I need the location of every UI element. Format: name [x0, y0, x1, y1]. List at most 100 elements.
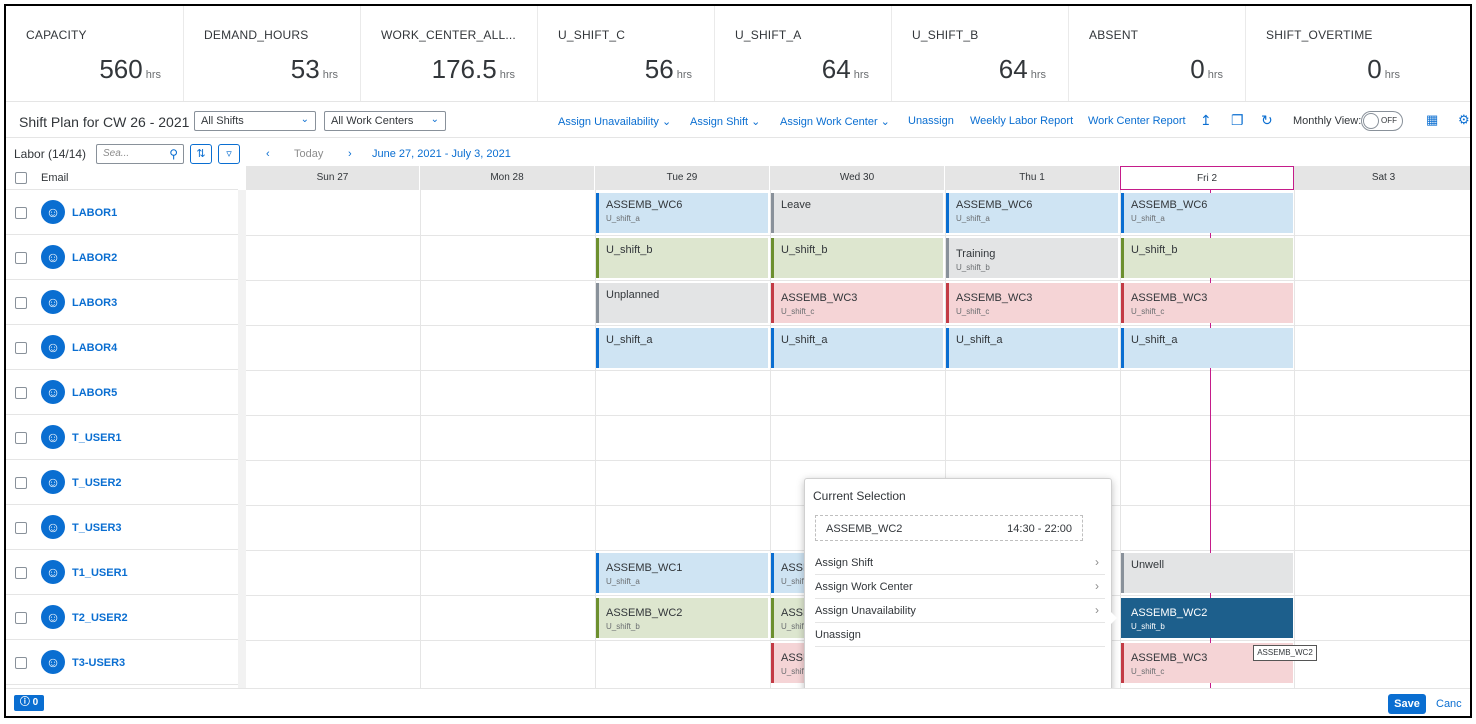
day-header-fri-today[interactable]: Fri 2 [1120, 166, 1294, 190]
monthly-view-toggle[interactable]: OFF [1361, 111, 1403, 131]
labor-name-link[interactable]: LABOR2 [72, 252, 118, 264]
assign-shift-menu[interactable]: Assign Shift ⌄ [690, 115, 760, 128]
splitter[interactable] [238, 190, 246, 688]
popover-assign-work-center[interactable]: Assign Work Center › [815, 575, 1105, 599]
table-row[interactable]: ☺ T_USER1 [6, 415, 238, 460]
shift-appointment[interactable]: U_shift_a [596, 328, 768, 368]
copy-icon[interactable]: ❐ [1231, 112, 1244, 128]
row-checkbox[interactable] [15, 207, 27, 219]
row-checkbox[interactable] [15, 612, 27, 624]
work-center-filter-select[interactable]: All Work Centers ⌄ [324, 111, 446, 131]
row-checkbox[interactable] [15, 432, 27, 444]
shift-appointment[interactable]: ASSEMB_WC3 U_shift_c [771, 283, 943, 323]
labor-name-link[interactable]: T3-USER3 [72, 657, 126, 669]
save-button[interactable]: Save [1388, 694, 1426, 714]
row-checkbox[interactable] [15, 387, 27, 399]
table-row[interactable]: ☺ T1_USER1 [6, 550, 238, 595]
kpi-u-shift-b[interactable]: U_SHIFT_B 64 hrs [891, 6, 1068, 101]
kpi-u-shift-a[interactable]: U_SHIFT_A 64 hrs [714, 6, 891, 101]
shift-appointment[interactable]: Training U_shift_b [946, 238, 1118, 278]
search-input[interactable]: Sea... ⚲ [96, 144, 184, 164]
row-checkbox[interactable] [15, 657, 27, 669]
table-row[interactable]: ☺ LABOR3 [6, 280, 238, 325]
labor-name-link[interactable]: T2_USER2 [72, 612, 128, 624]
today-button[interactable]: Today [294, 148, 324, 160]
shift-appointment[interactable]: Unwell [1121, 553, 1293, 593]
shift-appointment[interactable]: ASSEMB_WC6 U_shift_a [946, 193, 1118, 233]
gear-icon[interactable]: ⚙ [1458, 112, 1470, 127]
weekly-labor-report-button[interactable]: Weekly Labor Report [970, 115, 1074, 127]
labor-name-link[interactable]: LABOR5 [72, 387, 118, 399]
shift-appointment[interactable]: ASSEMB_WC3 U_shift_c [946, 283, 1118, 323]
popover-assign-unavailability[interactable]: Assign Unavailability › [815, 599, 1105, 623]
shift-appointment[interactable]: Unplanned [596, 283, 768, 323]
shift-appointment[interactable]: ASSEMB_WC3 U_shift_c [1121, 283, 1293, 323]
filter-button[interactable]: ▿ [218, 144, 240, 164]
table-row[interactable]: ☺ LABOR2 [6, 235, 238, 280]
kpi-u-shift-c[interactable]: U_SHIFT_C 56 hrs [537, 6, 714, 101]
shift-appointment[interactable]: ASSEMB_WC6 U_shift_a [596, 193, 768, 233]
shift-appointment[interactable]: U_shift_b [596, 238, 768, 278]
row-checkbox[interactable] [15, 297, 27, 309]
date-range-picker[interactable]: June 27, 2021 - July 3, 2021 [372, 148, 511, 160]
shift-appointment[interactable]: U_shift_b [771, 238, 943, 278]
table-row[interactable]: ☺ LABOR5 [6, 370, 238, 415]
row-checkbox[interactable] [15, 477, 27, 489]
labor-name-link[interactable]: LABOR1 [72, 207, 118, 219]
table-row[interactable]: ☺ T2_USER2 [6, 595, 238, 640]
kpi-work-center-all[interactable]: WORK_CENTER_ALL... 176.5 hrs [360, 6, 537, 101]
kpi-capacity[interactable]: CAPACITY 560 hrs [6, 6, 183, 101]
shift-appointment[interactable]: Leave [771, 193, 943, 233]
assign-unavailability-menu[interactable]: Assign Unavailability ⌄ [558, 115, 671, 128]
labor-name-link[interactable]: T_USER1 [72, 432, 122, 444]
table-row[interactable]: ☺ T_USER2 [6, 460, 238, 505]
shift-appointment[interactable]: U_shift_a [1121, 328, 1293, 368]
labor-name-link[interactable]: LABOR3 [72, 297, 118, 309]
shift-appointment[interactable]: ASSEMB_WC1 U_shift_a [596, 553, 768, 593]
upload-icon[interactable]: ↥ [1200, 112, 1212, 128]
table-row[interactable]: ☺ T3-USER3 [6, 640, 238, 685]
refresh-icon[interactable]: ↻ [1261, 112, 1273, 128]
table-row[interactable]: ☺ T_USER3 [6, 505, 238, 550]
day-header-mon[interactable]: Mon 28 [420, 166, 595, 190]
labor-name-link[interactable]: LABOR4 [72, 342, 118, 354]
labor-name-link[interactable]: T_USER3 [72, 522, 122, 534]
chevron-right-icon[interactable]: › [348, 148, 352, 160]
work-center-report-button[interactable]: Work Center Report [1088, 115, 1186, 127]
shift-appointment[interactable]: U_shift_a [771, 328, 943, 368]
row-checkbox[interactable] [15, 342, 27, 354]
search-icon[interactable]: ⚲ [169, 147, 178, 161]
message-popover-button[interactable]: ⓘ 0 [14, 695, 44, 711]
day-header-wed[interactable]: Wed 30 [770, 166, 945, 190]
shift-appointment[interactable]: U_shift_b [1121, 238, 1293, 278]
shift-appointment[interactable]: ASSEMB_WC6 U_shift_a [1121, 193, 1293, 233]
day-header-sun[interactable]: Sun 27 [246, 166, 420, 190]
row-checkbox[interactable] [15, 522, 27, 534]
kpi-shift-overtime[interactable]: SHIFT_OVERTIME 0 hrs [1245, 6, 1422, 101]
labor-name-link[interactable]: T_USER2 [72, 477, 122, 489]
popover-unassign[interactable]: Unassign [815, 623, 1105, 647]
row-checkbox[interactable] [15, 567, 27, 579]
kpi-demand-hours[interactable]: DEMAND_HOURS 53 hrs [183, 6, 360, 101]
shift-filter-select[interactable]: All Shifts ⌄ [194, 111, 316, 131]
day-header-sat[interactable]: Sat 3 [1294, 166, 1470, 190]
popover-assign-shift[interactable]: Assign Shift › [815, 551, 1105, 575]
filter-icon: ▿ [226, 148, 232, 160]
shift-appointment[interactable]: ASSEMB_WC2 U_shift_b [596, 598, 768, 638]
day-header-thu[interactable]: Thu 1 [945, 166, 1120, 190]
chevron-left-icon[interactable]: ‹ [266, 148, 270, 160]
selected-shift-appointment[interactable]: ASSEMB_WC2 U_shift_b [1121, 598, 1293, 638]
labor-name-link[interactable]: T1_USER1 [72, 567, 128, 579]
sort-button[interactable]: ⇅ [190, 144, 212, 164]
cancel-button[interactable]: Canc [1436, 698, 1462, 710]
row-checkbox[interactable] [15, 252, 27, 264]
shift-appointment[interactable]: U_shift_a [946, 328, 1118, 368]
kpi-absent[interactable]: ABSENT 0 hrs [1068, 6, 1245, 101]
table-row[interactable]: ☺ LABOR1 [6, 190, 238, 235]
select-all-checkbox[interactable] [15, 172, 27, 184]
unassign-button[interactable]: Unassign [908, 115, 954, 127]
table-settings-icon[interactable]: ▦ [1426, 112, 1439, 127]
assign-work-center-menu[interactable]: Assign Work Center ⌄ [780, 115, 890, 128]
day-header-tue[interactable]: Tue 29 [595, 166, 770, 190]
table-row[interactable]: ☺ LABOR4 [6, 325, 238, 370]
